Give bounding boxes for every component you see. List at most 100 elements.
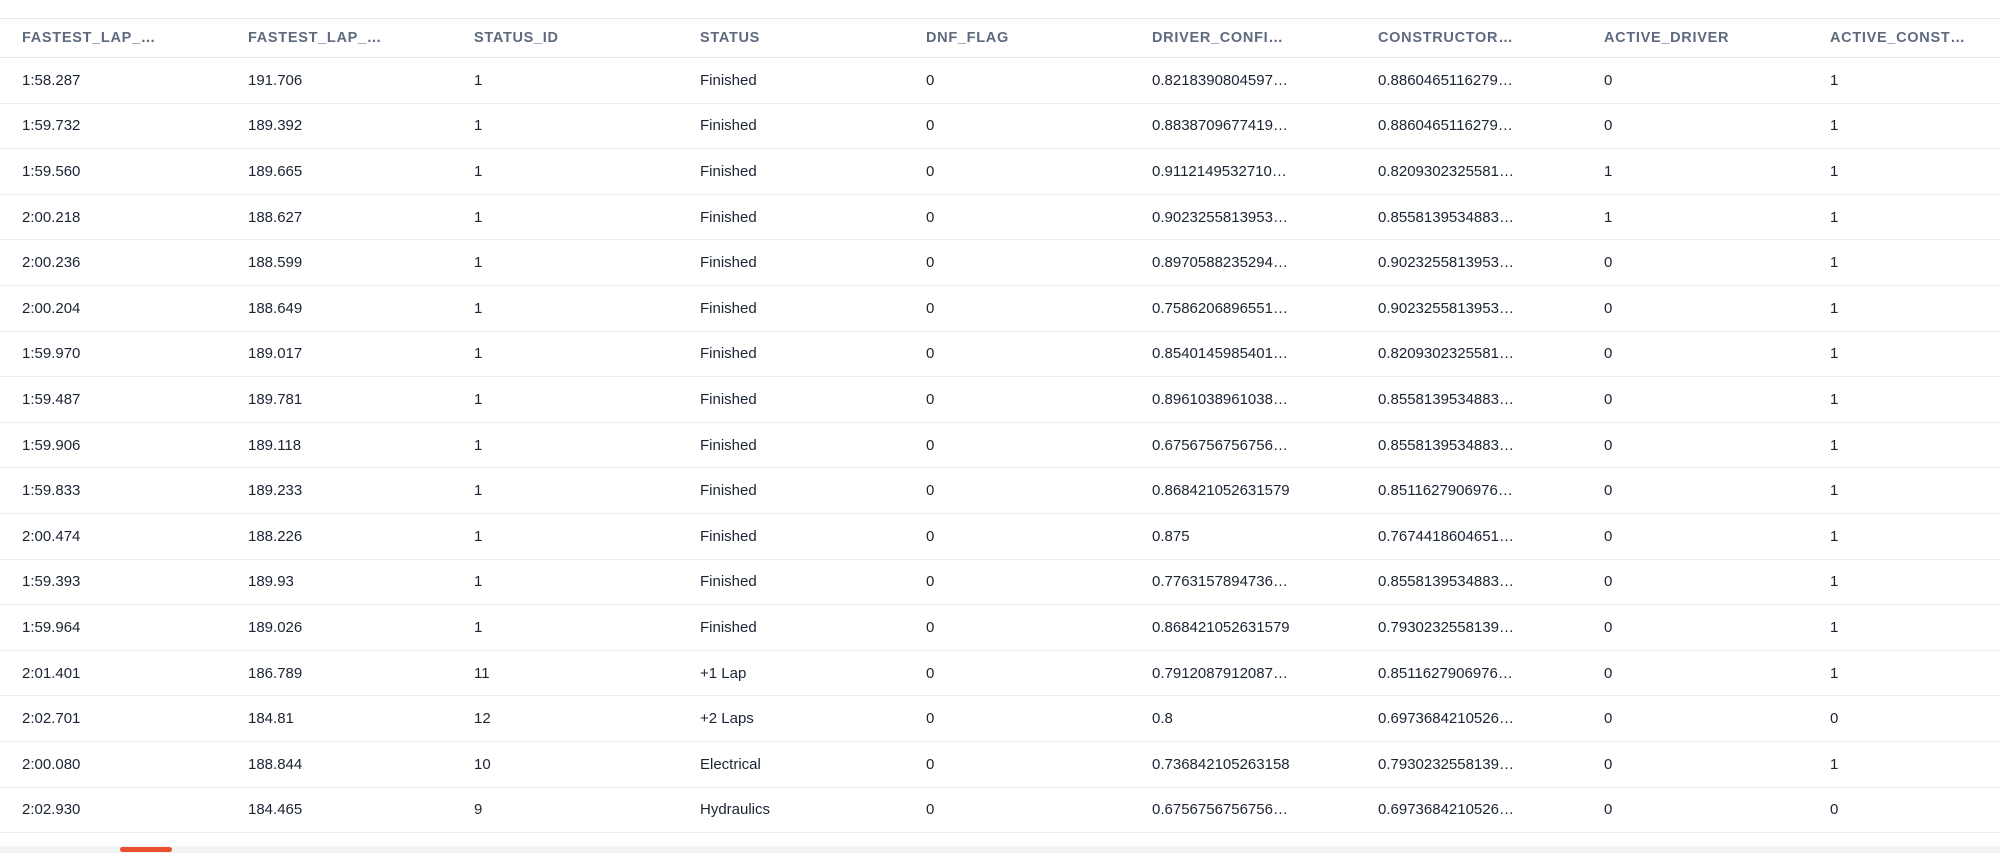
table-cell: 0 — [926, 345, 935, 363]
table-cell: 0 — [1604, 618, 1613, 636]
table-cell: 188.627 — [248, 208, 303, 226]
table-cell: 1 — [1830, 527, 1839, 545]
table-cell: 0 — [926, 664, 935, 682]
table-cell: +1 Lap — [700, 664, 747, 682]
table-row: 2:00.218 188.627 1 Finished 0 0.90232558… — [0, 195, 2000, 241]
table-cell: 1 — [474, 71, 483, 89]
table-cell: 1:59.732 — [22, 117, 81, 135]
table-cell: 0 — [1604, 436, 1613, 454]
table-cell: 0 — [926, 573, 935, 591]
horizontal-scrollbar-thumb[interactable] — [120, 847, 172, 852]
table-cell: 0.8558139534883… — [1378, 390, 1514, 408]
table-cell: Finished — [700, 436, 757, 454]
table-cell: 0.7930232558139… — [1378, 755, 1514, 773]
table-cell: Finished — [700, 299, 757, 317]
column-header-status[interactable]: STATUS — [700, 30, 761, 46]
table-cell: 1 — [1830, 482, 1839, 500]
table-cell: 0 — [1604, 710, 1613, 728]
table-cell: 1:59.833 — [22, 482, 81, 500]
table-cell: 188.844 — [248, 755, 303, 773]
table-cell: 0.8540145985401… — [1152, 345, 1288, 363]
table-cell: 2:02.930 — [22, 801, 81, 819]
table-cell: 1 — [1830, 664, 1839, 682]
table-cell: 189.665 — [248, 162, 303, 180]
table-cell: 1 — [1830, 618, 1839, 636]
table-cell: 1:58.287 — [22, 71, 81, 89]
table-cell: 0.9023255813953… — [1152, 208, 1288, 226]
table-cell: 0 — [1604, 801, 1613, 819]
table-cell: Finished — [700, 254, 757, 272]
table-cell: 0 — [926, 618, 935, 636]
column-header-constructor[interactable]: CONSTRUCTOR… — [1378, 30, 1514, 46]
table-cell: Finished — [700, 618, 757, 636]
table-cell: 1:59.970 — [22, 345, 81, 363]
table-cell: 0.8970588235294… — [1152, 254, 1288, 272]
horizontal-scrollbar[interactable] — [0, 846, 2000, 853]
column-header-status-id[interactable]: STATUS_ID — [474, 30, 559, 46]
table-row: 1:58.287 191.706 1 Finished 0 0.82183908… — [0, 58, 2000, 104]
table-cell: 188.649 — [248, 299, 303, 317]
table-cell: 1 — [474, 208, 483, 226]
table-cell: 189.392 — [248, 117, 303, 135]
table-cell: Finished — [700, 527, 757, 545]
table-cell: 1 — [474, 436, 483, 454]
table-cell: 0 — [926, 390, 935, 408]
table-cell: 1 — [474, 162, 483, 180]
table-cell: 1:59.964 — [22, 618, 81, 636]
table-cell: 0 — [1604, 664, 1613, 682]
table-cell: 0 — [1604, 299, 1613, 317]
column-header-active-constructor[interactable]: ACTIVE_CONST… — [1830, 30, 1966, 46]
table-cell: 0 — [926, 801, 935, 819]
column-header-dnf-flag[interactable]: DNF_FLAG — [926, 30, 1009, 46]
table-cell: 0 — [1830, 710, 1839, 728]
table-cell: Finished — [700, 482, 757, 500]
table-cell: 0 — [926, 710, 935, 728]
table-row: 2:00.236 188.599 1 Finished 0 0.89705882… — [0, 240, 2000, 286]
column-header-fastest-lap-speed[interactable]: FASTEST_LAP_… — [248, 30, 382, 46]
table-cell: Finished — [700, 71, 757, 89]
table-cell: 0.8860465116279… — [1378, 117, 1513, 135]
table-cell: 0.8 — [1152, 710, 1173, 728]
table-row: 1:59.560 189.665 1 Finished 0 0.91121495… — [0, 149, 2000, 195]
table-cell: 0.868421052631579 — [1152, 618, 1290, 636]
table-cell: 2:00.474 — [22, 527, 81, 545]
table-cell: 0.8838709677419… — [1152, 117, 1288, 135]
table-cell: 0 — [926, 254, 935, 272]
table-row: 1:59.732 189.392 1 Finished 0 0.88387096… — [0, 104, 2000, 150]
column-header-driver-confidence[interactable]: DRIVER_CONFI… — [1152, 30, 1284, 46]
table-cell: 0 — [1604, 573, 1613, 591]
table-cell: 0.6973684210526… — [1378, 710, 1514, 728]
table-cell: 1 — [474, 299, 483, 317]
table-cell: 0 — [926, 527, 935, 545]
table-cell: 0.875 — [1152, 527, 1190, 545]
table-cell: 2:01.401 — [22, 664, 81, 682]
table-cell: 184.81 — [248, 710, 294, 728]
table-cell: 1 — [1830, 390, 1839, 408]
table-cell: 186.789 — [248, 664, 303, 682]
table-cell: Finished — [700, 390, 757, 408]
column-header-fastest-lap-time[interactable]: FASTEST_LAP_… — [22, 30, 156, 46]
table-row: 2:01.401 186.789 11 +1 Lap 0 0.791208791… — [0, 651, 2000, 697]
table-cell: 0 — [1604, 345, 1613, 363]
table-cell: 0 — [926, 71, 935, 89]
table-row: 1:59.393 189.93 1 Finished 0 0.776315789… — [0, 560, 2000, 606]
table-cell: 0.9023255813953… — [1378, 254, 1514, 272]
table-cell: 0.8209302325581… — [1378, 345, 1514, 363]
table-cell: 1 — [1830, 755, 1839, 773]
table-cell: 0.868421052631579 — [1152, 482, 1290, 500]
table-cell: 189.118 — [248, 436, 302, 454]
table-cell: 0 — [1604, 71, 1613, 89]
table-cell: 0 — [1604, 117, 1613, 135]
table-cell: 1 — [1830, 345, 1839, 363]
table-cell: Finished — [700, 208, 757, 226]
table-cell: 0.6973684210526… — [1378, 801, 1514, 819]
table-cell: 1 — [474, 573, 483, 591]
table-cell: 0.7586206896551… — [1152, 299, 1288, 317]
table-cell: 2:00.218 — [22, 208, 81, 226]
table-cell: 0.8558139534883… — [1378, 208, 1514, 226]
table-cell: 0.7912087912087… — [1152, 664, 1288, 682]
table-row: 2:00.080 188.844 10 Electrical 0 0.73684… — [0, 742, 2000, 788]
table-row: 1:59.833 189.233 1 Finished 0 0.86842105… — [0, 468, 2000, 514]
column-header-active-driver[interactable]: ACTIVE_DRIVER — [1604, 30, 1730, 46]
table-row: 2:02.930 184.465 9 Hydraulics 0 0.675675… — [0, 788, 2000, 834]
